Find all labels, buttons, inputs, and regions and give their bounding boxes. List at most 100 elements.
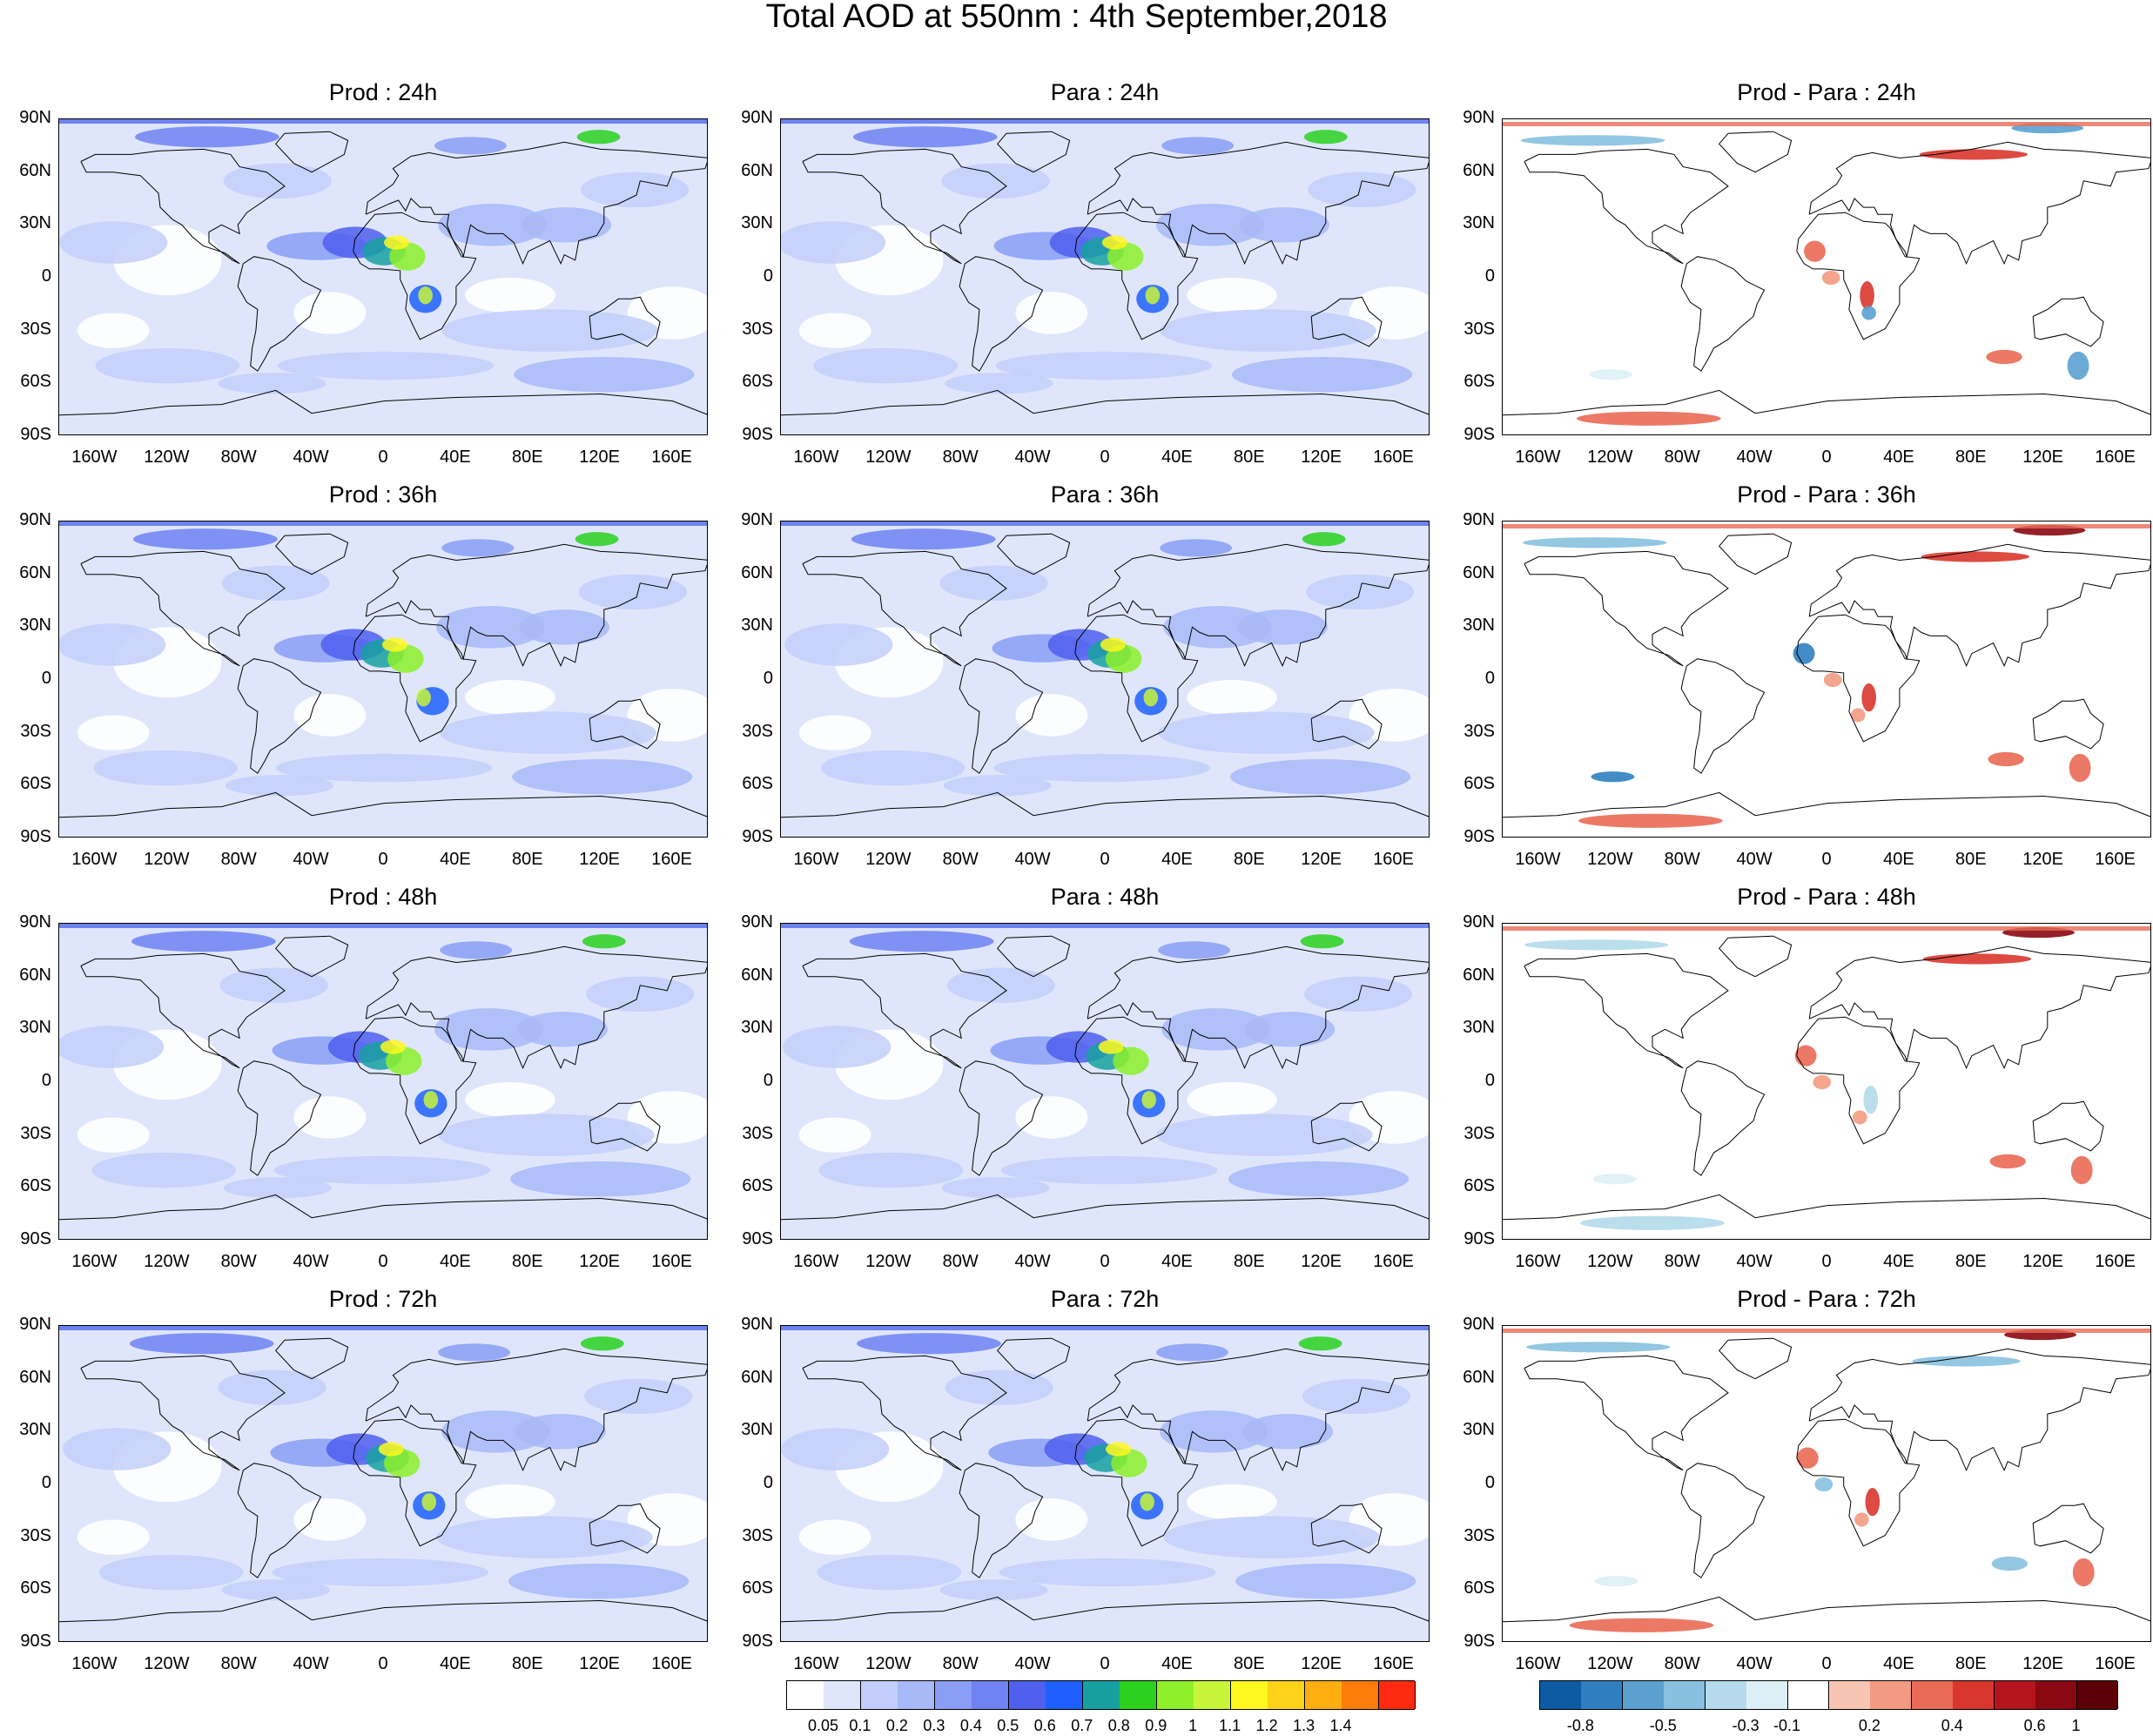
clean-air-patch <box>293 292 367 334</box>
field-layer <box>781 119 1429 394</box>
clean-air-patch <box>77 1519 150 1555</box>
longitude-label: 40E <box>1883 447 1914 467</box>
eurasia-outline <box>1087 945 1429 1070</box>
polar-band <box>781 1326 1429 1330</box>
aod-plume <box>1228 1161 1410 1197</box>
latitude-label: 30N <box>19 616 51 636</box>
north-america-outline <box>802 1355 1007 1471</box>
aod-plume <box>1237 609 1328 645</box>
difference-feature <box>2069 753 2091 783</box>
aod-plume <box>1229 759 1411 795</box>
longitude-label: 160E <box>2095 447 2136 467</box>
clean-air-patch <box>798 715 871 750</box>
longitude-label: 0 <box>1821 1654 1832 1673</box>
map-frame <box>58 1325 708 1642</box>
aod-plume <box>1106 1442 1132 1457</box>
clean-air-patch <box>465 1484 555 1520</box>
clean-air-patch <box>798 1117 871 1153</box>
north-america-outline <box>80 550 286 667</box>
aod-plume <box>277 351 495 380</box>
latitude-label: 30S <box>742 721 773 741</box>
aod-plume <box>387 644 424 673</box>
panel-title: Para : 72h <box>1050 1286 1160 1312</box>
eurasia-outline <box>1087 543 1429 668</box>
coastlines <box>59 935 707 1221</box>
polar-band <box>781 119 1429 124</box>
greenland-outline <box>997 1337 1071 1380</box>
difference-feature <box>2070 1155 2093 1185</box>
eurasia-outline <box>1087 1348 1429 1472</box>
aod-plume <box>440 711 656 754</box>
latitude-label: 60S <box>20 372 51 392</box>
panel-title: Prod : 48h <box>328 884 438 910</box>
longitude-label: 40E <box>440 850 471 869</box>
aod-plume <box>272 1558 489 1587</box>
aod-plume <box>993 753 1211 783</box>
latitude-label: 90N <box>19 108 51 127</box>
latitude-label: 0 <box>41 1071 51 1090</box>
map-panel: Para : 24h 90N 60N 30N 0 30S 60S 90S 160W 120W 80W… <box>741 79 1430 467</box>
diff-colorbar-swatch <box>2076 1681 2119 1709</box>
latitude-label: 90N <box>1463 1315 1495 1334</box>
latitude-label: 90N <box>741 108 773 127</box>
map-frame <box>780 923 1430 1240</box>
field-layer <box>59 924 707 1199</box>
latitude-label: 90N <box>741 1315 773 1334</box>
field-layer <box>59 521 707 797</box>
aod-colorbar-swatch <box>824 1681 862 1709</box>
latitude-label: 90S <box>1463 827 1495 846</box>
aod-plume <box>438 1343 511 1362</box>
longitude-label: 120W <box>865 850 912 869</box>
latitude-label: 30S <box>1463 1123 1495 1143</box>
greenland-outline <box>1719 935 1793 978</box>
latitude-label: 60S <box>742 1578 773 1598</box>
aod-plume <box>135 126 279 148</box>
longitude-label: 0 <box>378 1252 388 1271</box>
map-frame <box>1502 923 2151 1240</box>
difference-feature <box>1814 1477 1833 1492</box>
diff-colorbar-frame <box>1539 1680 2119 1710</box>
north-america-outline <box>1524 1355 1729 1471</box>
greenland-outline <box>275 1337 349 1380</box>
difference-feature <box>1823 672 1842 688</box>
longitude-label: 40W <box>1736 447 1773 467</box>
south-america-outline <box>237 1060 322 1176</box>
difference-feature <box>1591 771 1635 783</box>
latitude-label: 90S <box>20 1229 51 1248</box>
latitude-label: 0 <box>1484 669 1495 688</box>
latitude-label: 90S <box>742 1632 773 1651</box>
clean-air-patch <box>1187 1082 1277 1118</box>
aod-colorbar-label: 0.2 <box>885 1717 908 1734</box>
aod-plume <box>1235 1564 1416 1599</box>
longitude-label: 0 <box>1821 447 1832 467</box>
greenland-outline <box>1719 533 1793 575</box>
latitude-label: 60S <box>1463 372 1495 392</box>
eurasia-outline <box>365 945 707 1070</box>
latitude-label: 60S <box>742 774 773 794</box>
longitude-label: 0 <box>1100 1654 1110 1673</box>
longitude-label: 160W <box>71 1654 118 1673</box>
aod-plume <box>817 1554 962 1591</box>
latitude-label: 60N <box>741 562 773 582</box>
south-america-outline <box>959 658 1044 774</box>
aod-plume <box>852 126 998 148</box>
difference-feature <box>1522 537 1667 548</box>
eurasia-outline <box>365 543 707 668</box>
longitude-label: 40E <box>440 1654 471 1673</box>
diff-colorbar-swatch <box>1870 1681 1913 1709</box>
antarctica-outline <box>59 1194 707 1221</box>
aod-plume <box>508 1564 690 1599</box>
longitude-label: 120W <box>1587 1252 1633 1271</box>
panel-title: Prod : 72h <box>328 1286 438 1312</box>
greenland-outline <box>275 533 349 575</box>
longitude-label: 80E <box>1955 447 1987 467</box>
panel-title: Prod - Para : 72h <box>1737 1286 1916 1312</box>
field-layer <box>781 521 1429 797</box>
longitude-label: 160W <box>793 1252 839 1271</box>
latitude-label: 30S <box>20 1525 51 1545</box>
latitude-label: 60N <box>19 562 51 582</box>
longitude-label: 80W <box>220 850 257 869</box>
latitude-label: 90S <box>20 1632 51 1651</box>
aod-colorbar-swatch <box>787 1681 824 1709</box>
aod-plume <box>418 286 433 305</box>
